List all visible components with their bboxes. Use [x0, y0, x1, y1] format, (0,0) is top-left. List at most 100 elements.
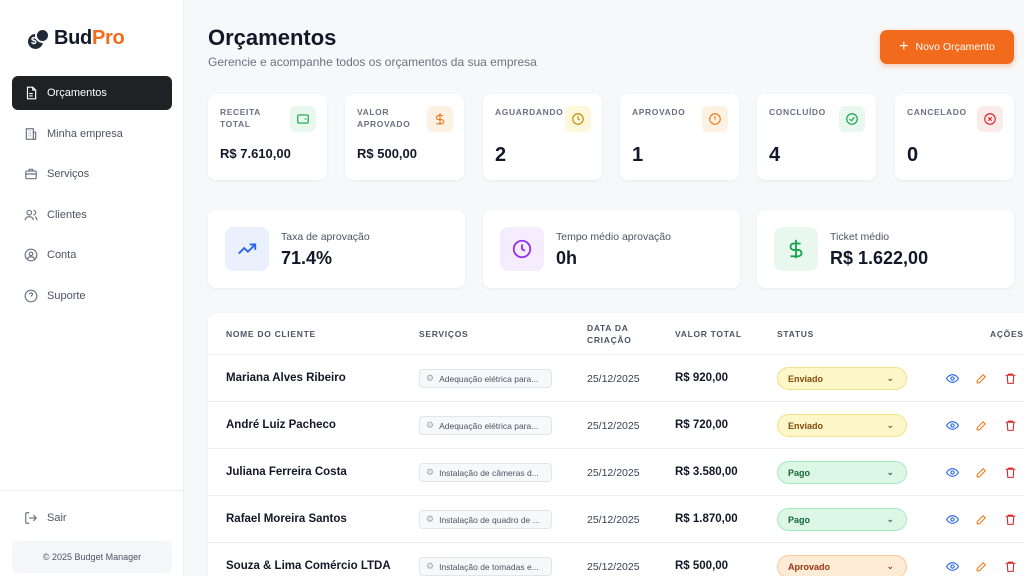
- creation-date: 25/12/2025: [587, 514, 640, 526]
- column-header-valor[interactable]: VALOR TOTAL: [675, 329, 742, 339]
- stat-label: RECEITA TOTAL: [220, 107, 261, 129]
- pencil-icon: [976, 373, 986, 383]
- delete-button[interactable]: [1003, 465, 1017, 479]
- coins-icon: $: [28, 27, 50, 50]
- stat-value: 2: [495, 144, 507, 166]
- metric-card-tempo-medio: Tempo médio aprovação 0h: [483, 210, 740, 288]
- sidebar-item-minha-empresa[interactable]: Minha empresa: [12, 117, 172, 151]
- sidebar-item-label: Minha empresa: [47, 127, 123, 140]
- edit-button[interactable]: [974, 418, 988, 432]
- sidebar-item-suporte[interactable]: Suporte: [12, 279, 172, 313]
- document-icon: [24, 86, 38, 100]
- stat-card-cancelado: CANCELADO 0: [895, 94, 1014, 180]
- client-name: Rafael Moreira Santos: [226, 513, 347, 525]
- logout-button[interactable]: Sair: [12, 501, 172, 535]
- sidebar-item-orcamentos[interactable]: Orçamentos: [12, 76, 172, 110]
- briefcase-icon: [24, 167, 38, 181]
- trash-icon: [1005, 467, 1015, 478]
- status-text: Enviado: [788, 373, 824, 384]
- status-select[interactable]: Enviado ⌄: [777, 367, 907, 390]
- eye-icon: [945, 467, 959, 477]
- view-button[interactable]: [945, 559, 959, 573]
- logout-label: Sair: [47, 512, 67, 524]
- eye-icon: [945, 514, 959, 524]
- service-text: Adequação elétrica para...: [439, 373, 539, 384]
- delete-button[interactable]: [1003, 559, 1017, 573]
- sidebar-item-servicos[interactable]: Serviços: [12, 157, 172, 191]
- service-text: Instalação de quadro de ...: [439, 514, 540, 525]
- service-text: Instalação de tomadas e...: [439, 561, 539, 572]
- status-select[interactable]: Pago ⌄: [777, 508, 907, 531]
- edit-button[interactable]: [974, 465, 988, 479]
- stat-card-valor-aprovado: VALOR APROVADO R$ 500,00: [345, 94, 464, 180]
- stat-card-receita-total: RECEITA TOTAL R$ 7.610,00: [208, 94, 327, 180]
- alert-circle-icon: [702, 106, 728, 132]
- budgets-table: NOME DO CLIENTE SERVIÇOS DATA DA CRIAÇÃO…: [208, 313, 1024, 576]
- delete-button[interactable]: [1003, 512, 1017, 526]
- pencil-icon: [976, 561, 986, 571]
- status-text: Pago: [788, 467, 811, 478]
- page-subtitle: Gerencie e acompanhe todos os orçamentos…: [208, 55, 537, 69]
- table-row[interactable]: Souza & Lima Comércio LTDA ⚙ Instalação d…: [208, 543, 1024, 576]
- edit-button[interactable]: [974, 371, 988, 385]
- column-header-cliente[interactable]: NOME DO CLIENTE: [226, 329, 316, 339]
- stat-value: 1: [632, 144, 644, 166]
- column-header-data[interactable]: DATA DA CRIAÇÃO: [587, 323, 632, 345]
- gear-icon: ⚙: [426, 373, 435, 383]
- service-chip: ⚙ Instalação de câmeras d...: [419, 463, 552, 482]
- status-select[interactable]: Aprovado ⌄: [777, 555, 907, 576]
- pencil-icon: [976, 514, 986, 524]
- edit-button[interactable]: [974, 512, 988, 526]
- status-select[interactable]: Enviado ⌄: [777, 414, 907, 437]
- brand-logo[interactable]: $ BudPro: [28, 27, 125, 50]
- metric-label: Tempo médio aprovação: [556, 231, 671, 243]
- column-header-servicos[interactable]: SERVIÇOS: [419, 329, 469, 339]
- status-text: Aprovado: [788, 561, 831, 572]
- client-name: Juliana Ferreira Costa: [226, 466, 347, 478]
- service-chip: ⚙ Adequação elétrica para...: [419, 369, 552, 388]
- table-row[interactable]: Mariana Alves Ribeiro ⚙ Adequação elétric…: [208, 355, 1024, 402]
- table-row[interactable]: André Luiz Pacheco ⚙ Adequação elétrica p…: [208, 402, 1024, 449]
- total-value: R$ 1.870,00: [675, 513, 738, 525]
- view-button[interactable]: [945, 371, 959, 385]
- trending-up-icon: [225, 227, 269, 271]
- edit-button[interactable]: [974, 559, 988, 573]
- delete-button[interactable]: [1003, 418, 1017, 432]
- sidebar-divider: [0, 490, 184, 491]
- users-icon: [24, 208, 38, 222]
- sidebar-item-conta[interactable]: Conta: [12, 238, 172, 272]
- view-button[interactable]: [945, 465, 959, 479]
- new-budget-label: Novo Orçamento: [915, 41, 995, 53]
- sidebar-item-clientes[interactable]: Clientes: [12, 198, 172, 232]
- clock-icon: [500, 227, 544, 271]
- column-header-status[interactable]: STATUS: [777, 329, 814, 339]
- x-circle-icon: [977, 106, 1003, 132]
- table-row[interactable]: Juliana Ferreira Costa ⚙ Instalação de câ…: [208, 449, 1024, 496]
- client-name: André Luiz Pacheco: [226, 419, 336, 431]
- service-chip: ⚙ Instalação de tomadas e...: [419, 557, 552, 576]
- page-title: Orçamentos: [208, 25, 337, 50]
- new-budget-button[interactable]: + Novo Orçamento: [880, 30, 1014, 64]
- gear-icon: ⚙: [426, 514, 435, 524]
- stat-value: R$ 500,00: [357, 146, 417, 161]
- status-text: Pago: [788, 514, 811, 525]
- gear-icon: ⚙: [426, 467, 435, 477]
- sidebar-item-label: Orçamentos: [47, 87, 107, 99]
- creation-date: 25/12/2025: [587, 467, 640, 479]
- wallet-icon: [290, 106, 316, 132]
- eye-icon: [945, 420, 959, 430]
- view-button[interactable]: [945, 512, 959, 526]
- eye-icon: [945, 373, 959, 383]
- sidebar-item-label: Clientes: [47, 208, 87, 221]
- stat-label: CONCLUÍDO: [769, 107, 826, 117]
- delete-button[interactable]: [1003, 371, 1017, 385]
- creation-date: 25/12/2025: [587, 561, 640, 573]
- trash-icon: [1005, 420, 1015, 431]
- status-select[interactable]: Pago ⌄: [777, 461, 907, 484]
- trash-icon: [1005, 373, 1015, 384]
- view-button[interactable]: [945, 418, 959, 432]
- pencil-icon: [976, 420, 986, 430]
- chevron-down-icon: ⌄: [886, 420, 894, 430]
- sidebar-nav: Orçamentos Minha empresa Serviços Client…: [12, 76, 172, 319]
- table-row[interactable]: Rafael Moreira Santos ⚙ Instalação de qua…: [208, 496, 1024, 543]
